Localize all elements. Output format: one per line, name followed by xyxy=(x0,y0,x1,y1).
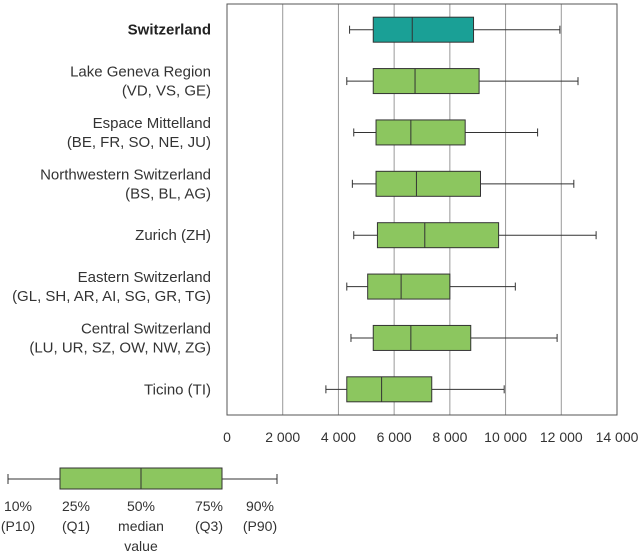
category-label: Switzerland xyxy=(128,22,211,39)
box-item xyxy=(325,376,505,403)
iqr-box xyxy=(372,324,472,351)
category-label: (GL, SH, AR, AI, SG, GR, TG) xyxy=(12,288,211,305)
box-item xyxy=(353,119,539,146)
x-tick-label: 0 xyxy=(223,429,231,445)
category-labels: Switzerland Lake Geneva Region (VD, VS, GE… xyxy=(12,22,211,399)
legend-sublabel: (P10) xyxy=(1,518,35,534)
box-item xyxy=(349,16,561,43)
category-label: (LU, UR, SZ, OW, NW, ZG) xyxy=(29,339,211,356)
legend-sublabel: median xyxy=(118,518,164,534)
x-tick-label: 14 000 xyxy=(596,429,639,445)
legend-label: 75% xyxy=(195,498,223,514)
legend-label: 90% xyxy=(246,498,274,514)
iqr-box xyxy=(375,170,481,197)
legend-label: 50% xyxy=(127,498,155,514)
category-label: (BS, BL, AG) xyxy=(125,185,211,202)
iqr-box xyxy=(376,222,500,249)
x-tick-label: 8 000 xyxy=(432,429,467,445)
category-label: (VD, VS, GE) xyxy=(122,83,211,100)
box-item xyxy=(353,222,597,249)
iqr-box xyxy=(372,16,475,43)
plot-frame xyxy=(226,3,618,416)
category-label: Lake Geneva Region xyxy=(70,64,211,81)
box-item xyxy=(346,273,516,300)
x-tick-label: 12 000 xyxy=(540,429,583,445)
category-label: Espace Mittelland xyxy=(93,115,211,132)
gridlines xyxy=(282,4,562,415)
legend-sublabel: (Q1) xyxy=(62,518,90,534)
x-tick-label: 6 000 xyxy=(377,429,412,445)
iqr-box xyxy=(375,119,466,146)
category-label: Zurich (ZH) xyxy=(135,227,211,244)
legend-sublabel: (P90) xyxy=(243,518,277,534)
x-axis-tick-labels: 0 2 000 4 000 6 000 8 000 10 000 12 000 14 000 xyxy=(223,429,639,445)
iqr-box xyxy=(346,376,433,403)
category-label: Central Switzerland xyxy=(81,320,211,337)
legend-label: 10% xyxy=(4,498,32,514)
box-item xyxy=(350,324,558,351)
box-item xyxy=(351,170,575,197)
box-item xyxy=(346,68,579,95)
legend-sublabel: (Q3) xyxy=(195,518,223,534)
legend-label: 25% xyxy=(62,498,90,514)
x-tick-label: 4 000 xyxy=(321,429,356,445)
legend-sublabel: value xyxy=(124,538,158,554)
category-label: (BE, FR, SO, NE, JU) xyxy=(67,134,211,151)
category-label: Northwestern Switzerland xyxy=(40,166,211,183)
x-tick-label: 10 000 xyxy=(484,429,527,445)
category-label: Eastern Switzerland xyxy=(78,269,211,286)
box-series xyxy=(325,16,597,403)
iqr-box xyxy=(372,68,480,95)
iqr-box xyxy=(367,273,451,300)
category-label: Ticino (TI) xyxy=(144,381,211,398)
legend: 10% (P10) 25% (Q1) 50% median value 75% (Q3) 90% (… xyxy=(1,467,278,554)
x-tick-label: 2 000 xyxy=(265,429,300,445)
